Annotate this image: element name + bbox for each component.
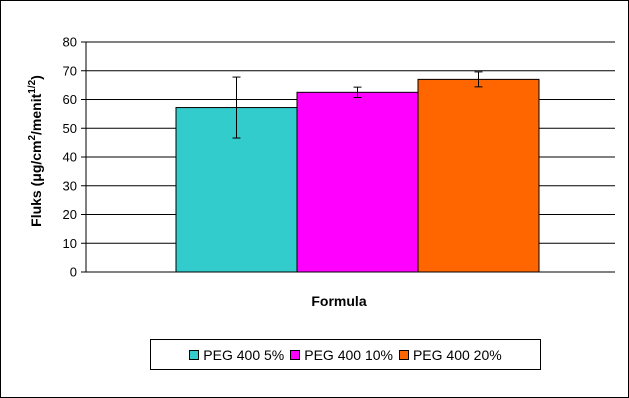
legend-item: PEG 400 10% (290, 347, 393, 363)
y-axis-title: Fluks (μg/cm2/menit1/2) (27, 75, 44, 227)
y-tick-label: 60 (63, 92, 77, 107)
y-tick-label: 40 (63, 150, 77, 165)
y-tick-label: 30 (63, 178, 77, 193)
legend-label: PEG 400 20% (412, 346, 502, 363)
error-bars (232, 71, 483, 139)
legend-swatch (189, 349, 200, 360)
y-axis (81, 41, 87, 273)
y-tick-label: 10 (63, 236, 77, 251)
y-tick-labels: 0 10 20 30 40 50 60 70 80 (63, 35, 77, 280)
x-axis-title: Formula (311, 293, 366, 309)
legend-label: PEG 400 10% (304, 346, 393, 363)
bar (296, 91, 419, 273)
y-axis-title-sup2: 1/2 (27, 79, 38, 93)
legend-swatch (398, 349, 409, 360)
y-tick-label: 70 (63, 63, 77, 78)
bars (175, 78, 540, 273)
legend-item: PEG 400 20% (398, 346, 502, 363)
legend-swatch (290, 349, 301, 360)
y-tick-label: 50 (63, 121, 77, 136)
legend-item: PEG 400 5% (189, 347, 284, 363)
legend: PEG 400 5% PEG 400 10% PEG 400 20% (150, 339, 541, 370)
y-axis-title-sup1: 2 (27, 135, 38, 141)
y-tick-label: 80 (63, 35, 77, 50)
y-tick-label: 20 (63, 207, 77, 222)
legend-label: PEG 400 5% (203, 346, 285, 363)
y-axis-title-mid: /menit (28, 93, 44, 135)
y-axis-title-main: Fluks (μg/cm (28, 141, 44, 227)
y-tick-label: 0 (70, 265, 77, 280)
bar (417, 78, 540, 273)
y-axis-title-end: ) (28, 75, 44, 80)
